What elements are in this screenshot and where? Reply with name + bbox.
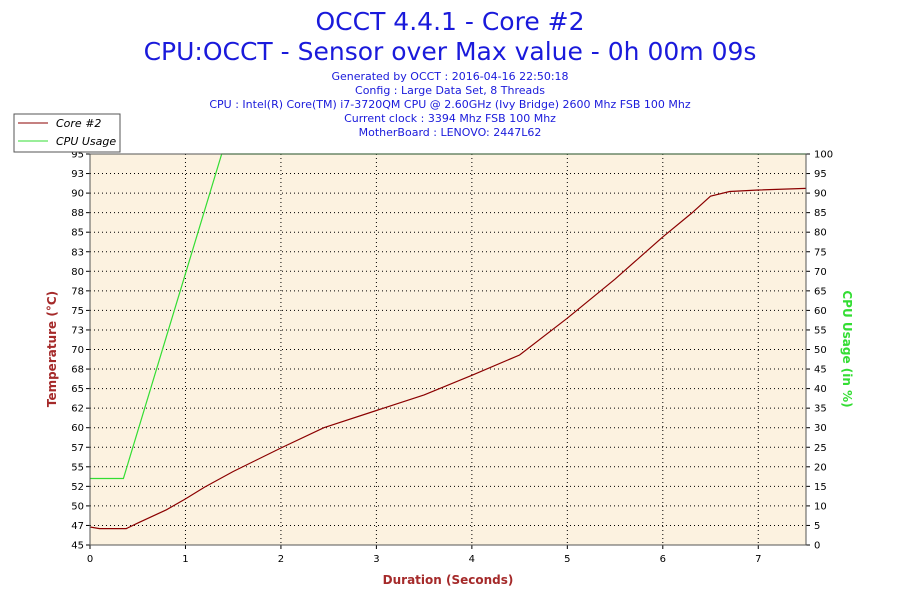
y-tick-label: 73 [71,325,84,336]
y-tick-label: 85 [71,228,84,239]
y2-tick-label: 50 [814,345,827,356]
x-tick-label: 4 [469,554,475,565]
y2-tick-label: 55 [814,325,827,336]
x-tick-label: 3 [373,554,379,565]
info-motherboard: MotherBoard : LENOVO: 2447L62 [359,126,542,139]
y2-tick-label: 45 [814,365,827,376]
x-tick-label: 2 [278,554,284,565]
y-tick-label: 80 [71,267,84,278]
y2-tick-label: 20 [814,462,827,473]
y2-tick-label: 90 [814,189,827,200]
y2-axis-label: CPU Usage (in %) [840,290,854,407]
y2-tick-label: 0 [814,541,820,552]
y-tick-label: 60 [71,423,84,434]
info-clock: Current clock : 3394 Mhz FSB 100 Mhz [344,112,556,125]
y-tick-label: 47 [71,521,84,532]
y-tick-label: 83 [71,247,84,258]
x-tick-label: 5 [564,554,570,565]
y2-tick-label: 30 [814,423,827,434]
legend-label-core2: Core #2 [56,117,101,130]
y-tick-label: 70 [71,345,84,356]
y2-tick-label: 95 [814,169,827,180]
grid [90,154,806,545]
y2-tick-label: 80 [814,228,827,239]
y2-tick-label: 60 [814,306,827,317]
y-tick-label: 75 [71,306,84,317]
y-tick-label: 57 [71,443,84,454]
y-tick-label: 50 [71,501,84,512]
y2-tick-label: 65 [814,286,827,297]
y-tick-label: 88 [71,208,84,219]
y2-tick-label: 5 [814,521,820,532]
x-tick-label: 7 [755,554,761,565]
y-axis-label: Temperature (°C) [45,291,59,407]
y-tick-label: 93 [71,169,84,180]
y-tick-label: 65 [71,384,84,395]
y-tick-label: 45 [71,541,84,552]
y-tick-label: 62 [71,404,84,415]
legend-label-cpu-usage: CPU Usage [56,135,116,148]
plot-frame [89,153,807,546]
x-tick-label: 6 [660,554,666,565]
series-line-core2 [89,187,807,530]
y2-tick-label: 10 [814,501,827,512]
y-tick-label: 95 [71,150,84,161]
y-tick-label: 78 [71,286,84,297]
y2-tick-label: 75 [814,247,827,258]
y-tick-label: 55 [71,462,84,473]
y-tick-label: 90 [71,189,84,200]
info-cpu: CPU : Intel(R) Core(TM) i7-3720QM CPU @ … [209,98,691,111]
x-axis-label: Duration (Seconds) [383,573,514,587]
x-tick-label: 0 [87,554,93,565]
info-generated: Generated by OCCT : 2016-04-16 22:50:18 [331,70,568,83]
y2-tick-label: 85 [814,208,827,219]
y2-tick-label: 70 [814,267,827,278]
info-config: Config : Large Data Set, 8 Threads [355,84,545,97]
y-tick-label: 68 [71,365,84,376]
chart-subtitle: CPU:OCCT - Sensor over Max value - 0h 00… [144,37,757,66]
x-tick-label: 1 [182,554,188,565]
y2-tick-label: 15 [814,482,827,493]
legend-box [13,113,121,153]
y2-tick-label: 25 [814,443,827,454]
legend: Core #2 CPU Usage [13,113,121,153]
y2-tick-label: 40 [814,384,827,395]
y2-tick-label: 35 [814,404,827,415]
y2-tick-label: 100 [814,150,833,161]
y-tick-label: 52 [71,482,84,493]
chart-title: OCCT 4.4.1 - Core #2 [316,7,585,36]
